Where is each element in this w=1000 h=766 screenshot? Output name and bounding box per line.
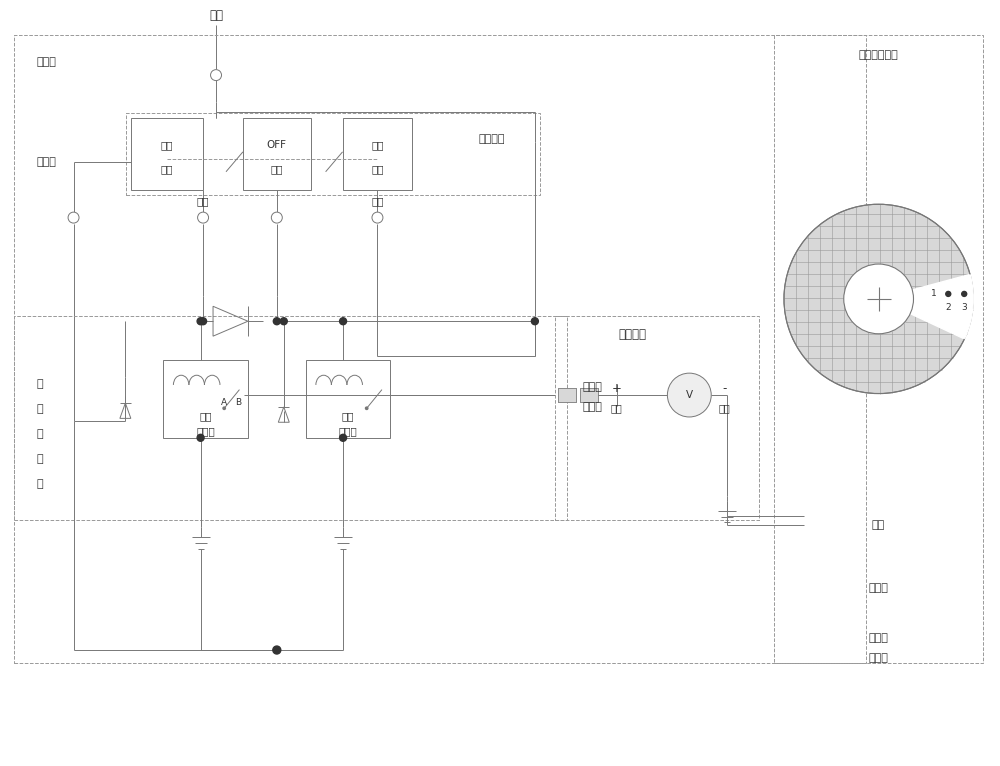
Circle shape [271,212,282,223]
Bar [243,118,311,190]
Bar [343,118,412,190]
Text: 低速: 低速 [161,140,173,150]
Circle shape [200,318,207,325]
Bar [555,316,759,521]
Text: 3: 3 [961,303,967,313]
Circle shape [223,407,225,410]
Bar [14,35,866,663]
Text: 低速线: 低速线 [583,382,603,392]
Text: 复位线: 复位线 [37,157,57,167]
Text: 负极: 负极 [718,403,730,413]
Circle shape [273,646,281,654]
Circle shape [197,318,204,325]
Text: 雨刮电机: 雨刮电机 [618,328,646,341]
Circle shape [844,264,913,334]
Text: 制: 制 [36,453,43,463]
Circle shape [280,318,287,325]
Text: 低速: 低速 [197,197,209,207]
Circle shape [946,291,951,296]
Bar [558,388,576,402]
Wedge shape [879,274,973,339]
Text: 继电器: 继电器 [339,426,357,436]
Text: 地线: 地线 [872,520,885,530]
Circle shape [340,318,347,325]
Text: OFF: OFF [267,140,287,150]
Bar [131,118,203,190]
Circle shape [198,212,209,223]
Bar [163,360,248,438]
Circle shape [197,434,204,441]
Circle shape [365,407,368,410]
Bar [14,316,567,521]
Circle shape [211,70,222,80]
Text: 组合开关: 组合开关 [478,134,505,144]
Text: 正极: 正极 [611,403,622,413]
Text: 1: 1 [931,290,937,299]
Bar [774,35,983,663]
Text: 继电器: 继电器 [196,426,215,436]
Bar [306,360,390,438]
Text: A: A [221,398,227,408]
Text: 电源线: 电源线 [869,653,889,663]
Text: -: - [722,381,726,394]
Circle shape [962,291,967,296]
Text: 2: 2 [945,303,951,313]
Text: 高速: 高速 [371,197,384,207]
Text: 复位线: 复位线 [869,583,889,593]
Circle shape [273,318,280,325]
Text: 高速: 高速 [371,140,384,150]
Text: +: + [612,381,622,394]
Text: 电源: 电源 [209,9,223,22]
Bar [580,388,598,402]
Circle shape [68,212,79,223]
Text: 器: 器 [36,479,43,489]
Bar [558,388,576,402]
Text: 电源线: 电源线 [869,633,889,643]
Circle shape [531,318,538,325]
Text: 电机凸轮开关: 电机凸轮开关 [859,51,898,61]
Circle shape [667,373,711,417]
Bar [126,113,540,195]
Text: V: V [686,390,693,400]
Text: 高速: 高速 [342,411,354,421]
Text: 开关: 开关 [161,164,173,174]
Circle shape [784,205,973,394]
Circle shape [340,434,347,441]
Bar [580,388,598,402]
Text: 刮: 刮 [36,404,43,414]
Text: 电源线: 电源线 [37,57,57,67]
Text: 开关: 开关 [371,164,384,174]
Text: 开关: 开关 [271,164,283,174]
Text: 控: 控 [36,429,43,439]
Text: 低速: 低速 [199,411,212,421]
Text: 雨: 雨 [36,379,43,389]
Text: 高速线: 高速线 [583,402,603,412]
Text: B: B [235,398,241,408]
Circle shape [372,212,383,223]
